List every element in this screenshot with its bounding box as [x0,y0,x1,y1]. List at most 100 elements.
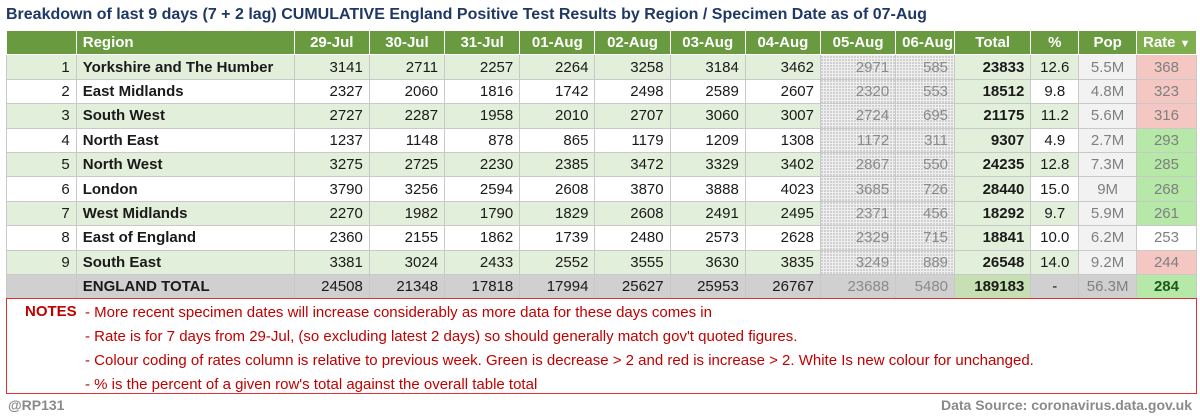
date-header[interactable]: 02-Aug [594,29,671,56]
percent-cell: 14.0 [1030,249,1080,275]
rate-cell: 268 [1135,176,1198,202]
lag-cell: 2724 [819,103,897,129]
date-header[interactable]: 01-Aug [519,29,596,56]
lag-cell: 1172 [819,127,897,153]
value-cell: 2327 [293,78,370,105]
rate-cell: 253 [1135,225,1198,251]
value-cell: 17818 [444,273,521,300]
lag-cell: 695 [895,103,956,129]
lag-cell: 2320 [819,78,897,105]
value-cell: 2480 [594,225,671,251]
value-cell: 2608 [519,176,596,202]
value-cell: 3060 [669,103,746,129]
value-cell: 1148 [368,127,446,153]
total-cell: 18292 [954,200,1032,227]
note-line: - More recent specimen dates will increa… [85,304,712,321]
population-cell: 7.3M [1078,151,1137,178]
region-name: South East [75,249,295,275]
grand-total-cell: 189183 [954,273,1032,300]
row-index: 3 [6,103,77,129]
value-cell: 2264 [519,54,596,80]
value-cell: 1742 [519,78,596,105]
value-cell: 1862 [444,225,521,251]
value-cell: 2725 [368,151,446,178]
value-cell: 3630 [669,249,746,275]
value-cell: 3555 [594,249,671,275]
value-cell: 878 [444,127,521,153]
date-header[interactable]: 06-Aug [895,29,956,56]
percent-cell: 9.8 [1030,78,1080,105]
value-cell: 2707 [594,103,671,129]
rate-cell: 368 [1135,54,1198,80]
lag-cell: 3685 [819,176,897,202]
value-cell: 865 [519,127,596,153]
date-header[interactable]: 03-Aug [669,29,746,56]
value-cell: 2287 [368,103,446,129]
value-cell: 2385 [519,151,596,178]
value-cell: 3024 [368,249,446,275]
index-header [6,29,77,56]
population-cell: 9M [1078,176,1137,202]
population-header[interactable]: Pop [1078,29,1137,56]
rate-cell: 293 [1135,127,1198,153]
total-cell: 24235 [954,151,1032,178]
region-name: South West [75,103,295,129]
value-cell: 3329 [669,151,746,178]
value-cell: 1829 [519,200,596,227]
value-cell: 2607 [744,78,821,105]
lag-cell: 715 [895,225,956,251]
lag-cell: 889 [895,249,956,275]
table-row: 2 East Midlands 2327 2060 1816 1742 2498 2589 26… [6,78,1198,105]
rate-cell: 244 [1135,249,1198,275]
region-name: East of England [75,225,295,251]
value-cell: 3275 [293,151,370,178]
value-cell: 1739 [519,225,596,251]
region-name: North West [75,151,295,178]
page-title: Breakdown of last 9 days (7 + 2 lag) CUM… [6,6,927,23]
table-row: 9 South East 3381 3024 2433 2552 3555 3630 3835 3… [6,249,1198,275]
lag-cell: 2371 [819,200,897,227]
region-name: East Midlands [75,78,295,105]
value-cell: 3184 [669,54,746,80]
value-cell: 2573 [669,225,746,251]
value-cell: 1958 [444,103,521,129]
rate-header[interactable]: Rate ▼ [1135,29,1198,56]
value-cell: 3381 [293,249,370,275]
value-cell: 2257 [444,54,521,80]
value-cell: 2711 [368,54,446,80]
sort-desc-icon[interactable]: ▼ [1179,38,1191,51]
value-cell: 24508 [293,273,370,300]
percent-header[interactable]: % [1030,29,1080,56]
population-cell: 5.5M [1078,54,1137,80]
notes-list: - More recent specimen dates will increa… [85,303,1034,399]
value-cell: 2433 [444,249,521,275]
total-header[interactable]: Total [954,29,1032,56]
total-cell: 18841 [954,225,1032,251]
population-cell: 6.2M [1078,225,1137,251]
total-cell: 18512 [954,78,1032,105]
table-body: 1 Yorkshire and The Humber 3141 2711 2257 226… [6,54,1198,300]
date-header[interactable]: 05-Aug [819,29,897,56]
value-cell: 1209 [669,127,746,153]
region-header[interactable]: Region [75,29,295,56]
lag-cell: 2329 [819,225,897,251]
row-index: 6 [6,176,77,202]
date-header[interactable]: 30-Jul [368,29,446,56]
value-cell: 3258 [594,54,671,80]
rate-cell: 323 [1135,78,1198,105]
notes-box: NOTES - More recent specimen dates will … [6,298,1197,394]
value-cell: 2060 [368,78,446,105]
value-cell: 25627 [594,273,671,300]
total-cell: 28440 [954,176,1032,202]
date-header[interactable]: 29-Jul [293,29,370,56]
value-cell: 2360 [293,225,370,251]
date-header[interactable]: 04-Aug [744,29,821,56]
value-cell: 3462 [744,54,821,80]
lag-cell: 23688 [819,273,897,300]
author-handle: @RP131 [8,397,65,413]
rate-cell: 285 [1135,151,1198,178]
lag-cell: 311 [895,127,956,153]
lag-cell: 3249 [819,249,897,275]
value-cell: 3888 [669,176,746,202]
date-header[interactable]: 31-Jul [444,29,521,56]
